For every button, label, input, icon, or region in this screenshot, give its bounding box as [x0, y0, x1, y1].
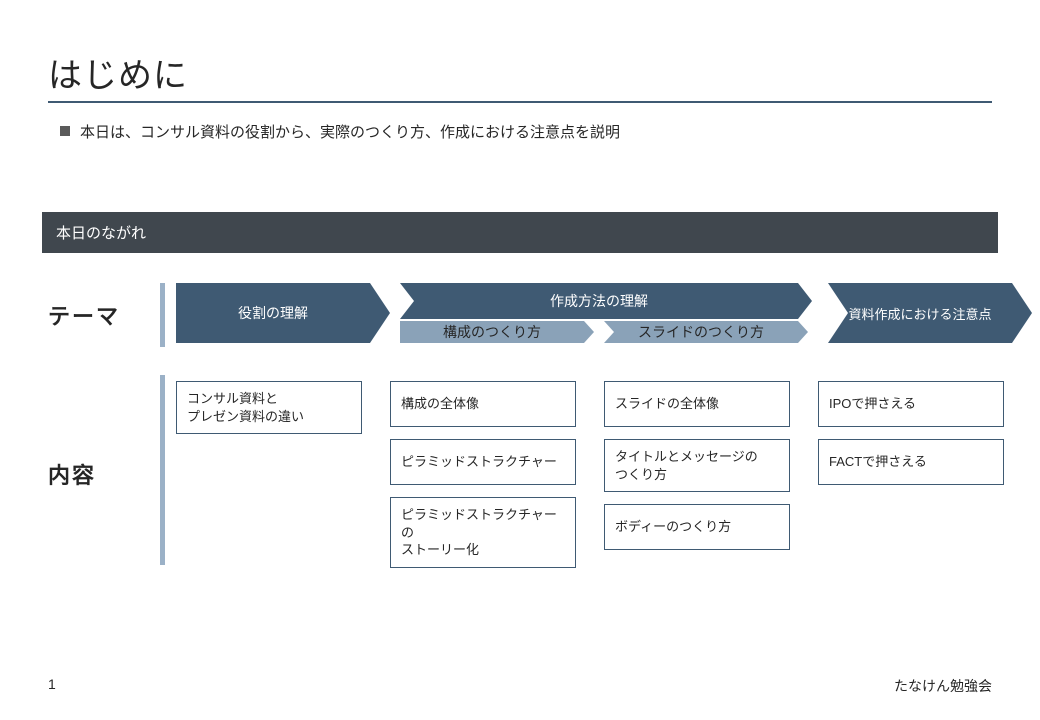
content-box: 構成の全体像: [390, 381, 576, 427]
content-box: スライドの全体像: [604, 381, 790, 427]
page-number: 1: [48, 676, 56, 696]
flow-band-label: 本日のながれ: [56, 225, 146, 242]
theme-col4-label: 資料作成における注意点: [848, 304, 991, 323]
theme-col4-wrap: 資料作成における注意点: [810, 283, 1012, 347]
content-box: ピラミッドストラクチャー: [390, 439, 576, 485]
bullet-icon: [60, 126, 70, 136]
theme-chevron-middle-left: 構成のつくり方: [400, 321, 584, 343]
content-box: ボディーのつくり方: [604, 504, 790, 550]
vbar-content: [156, 375, 168, 574]
content-box: IPOで押さえる: [818, 381, 1004, 427]
theme-chevron-col4: 資料作成における注意点: [828, 283, 1012, 343]
content-box: ピラミッドストラクチャーのストーリー化: [390, 497, 576, 568]
theme-chevron-col1: 役割の理解: [176, 283, 370, 343]
row-label-theme: テーマ: [48, 299, 120, 331]
title-rule: [48, 101, 992, 103]
lead-bullet-text: 本日は、コンサル資料の役割から、実際のつくり方、作成における注意点を説明: [80, 121, 620, 142]
content-col2: 構成の全体像 ピラミッドストラクチャー ピラミッドストラクチャーのストーリー化: [382, 375, 584, 574]
vbar-theme: [156, 283, 168, 347]
row-label-theme-cell: テーマ: [48, 283, 156, 347]
content-col4: IPOで押さえる FACTで押さえる: [810, 375, 1012, 574]
content-col1: コンサル資料とプレゼン資料の違い: [168, 375, 370, 574]
theme-chevron-middle-top: 作成方法の理解: [400, 283, 798, 319]
content-box: タイトルとメッセージのつくり方: [604, 439, 790, 492]
theme-chevron-middle-right: スライドのつくり方: [604, 321, 798, 343]
content-box: コンサル資料とプレゼン資料の違い: [176, 381, 362, 434]
diagram: テーマ 役割の理解 作成方法の理解 構成のつくり方 スライドのつくり方: [48, 283, 992, 574]
theme-col1-label: 役割の理解: [238, 303, 308, 323]
content-col3: スライドの全体像 タイトルとメッセージのつくり方 ボディーのつくり方: [596, 375, 798, 574]
slide: はじめに 本日は、コンサル資料の役割から、実際のつくり方、作成における注意点を説…: [0, 0, 1040, 720]
content-box: FACTで押さえる: [818, 439, 1004, 485]
theme-middle-right-label: スライドのつくり方: [638, 322, 764, 342]
footer-right: たなけん勉強会: [894, 676, 992, 696]
row-label-content: 内容: [48, 458, 96, 490]
page-title: はじめに: [48, 48, 992, 97]
theme-middle-left-label: 構成のつくり方: [443, 322, 541, 342]
row-label-content-cell: 内容: [48, 375, 156, 574]
footer: 1 たなけん勉強会: [48, 676, 992, 696]
lead-bullet: 本日は、コンサル資料の役割から、実際のつくり方、作成における注意点を説明: [60, 121, 992, 142]
theme-middle-top-label: 作成方法の理解: [550, 291, 648, 311]
flow-band: 本日のながれ: [42, 212, 998, 253]
theme-middle-wrap: 作成方法の理解 構成のつくり方 スライドのつくり方: [382, 283, 798, 347]
theme-col1-wrap: 役割の理解: [168, 283, 370, 347]
